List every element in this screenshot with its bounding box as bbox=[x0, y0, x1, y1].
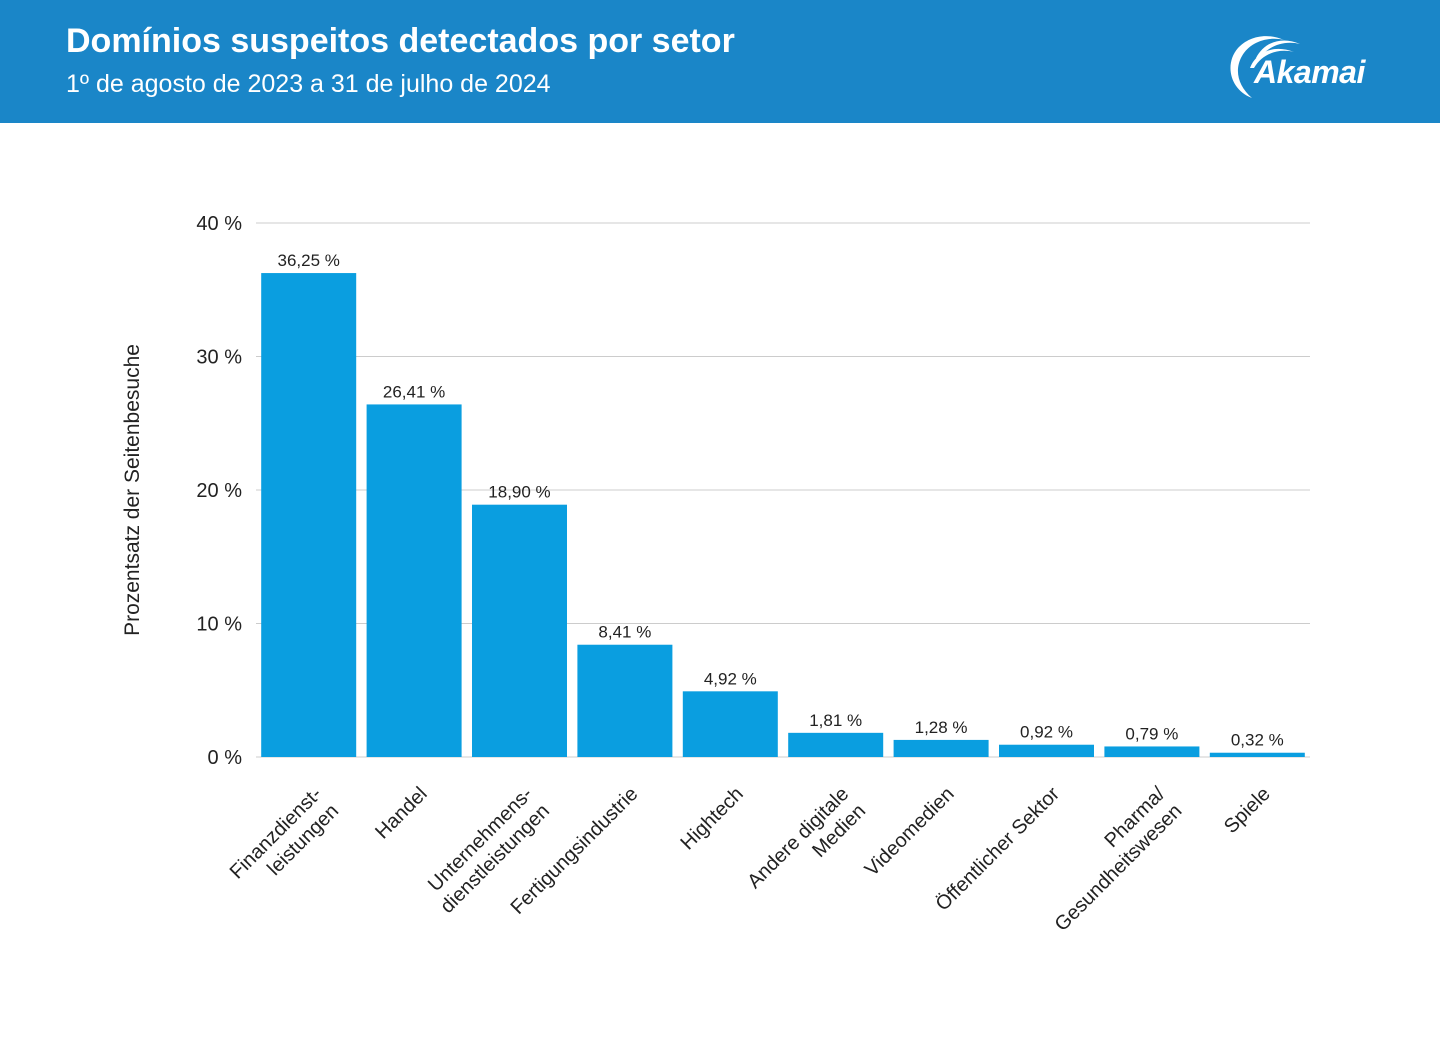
x-tick-label-line: Videomedien bbox=[861, 783, 959, 881]
bar-value-label: 0,79 % bbox=[1125, 724, 1178, 743]
y-axis-label: Prozentsatz der Seitenbesuche bbox=[121, 344, 144, 636]
x-tick-label-line: Handel bbox=[371, 783, 431, 843]
bar-value-label: 1,81 % bbox=[809, 711, 862, 730]
y-tick-label: 10 % bbox=[196, 614, 242, 636]
bar bbox=[577, 644, 673, 757]
y-tick-label: 40 % bbox=[196, 213, 242, 235]
bar bbox=[999, 744, 1094, 757]
bar bbox=[366, 404, 462, 757]
y-tick-label: 30 % bbox=[196, 347, 242, 369]
bar-value-label: 4,92 % bbox=[704, 669, 757, 688]
bar bbox=[261, 273, 357, 757]
chart-title: Domínios suspeitos detectados por setor bbox=[66, 22, 735, 60]
bar-value-label: 0,92 % bbox=[1020, 723, 1073, 742]
bar-value-label: 26,41 % bbox=[383, 382, 445, 401]
bar-value-label: 36,25 % bbox=[278, 251, 340, 270]
chart-subtitle: 1º de agosto de 2023 a 31 de julho de 20… bbox=[66, 70, 551, 98]
bar-value-label: 0,32 % bbox=[1231, 731, 1284, 750]
chart-header: Domínios suspeitos detectados por setor … bbox=[0, 0, 1440, 123]
bar-value-label: 1,28 % bbox=[915, 718, 968, 737]
akamai-swoosh-icon bbox=[1230, 36, 1300, 98]
bar-chart: 0 % 10 % 20 % 30 % 40 % Prozentsatz der Seite… bbox=[121, 213, 1310, 936]
bar bbox=[1104, 746, 1200, 757]
bar bbox=[1209, 752, 1305, 757]
logo-text: Akamai bbox=[1254, 54, 1365, 90]
x-tick-label: Videomedien bbox=[861, 783, 959, 881]
bar-value-label: 8,41 % bbox=[598, 623, 651, 642]
x-tick-label: Handel bbox=[371, 783, 431, 843]
x-tick-label: Hightech bbox=[676, 783, 747, 854]
x-tick-label: Spiele bbox=[1220, 783, 1275, 838]
bar bbox=[893, 739, 989, 757]
akamai-logo: Akamai bbox=[1222, 28, 1392, 100]
bar-value-label: 18,90 % bbox=[488, 483, 550, 502]
bar bbox=[682, 691, 778, 757]
bar bbox=[472, 504, 567, 757]
y-tick-label: 20 % bbox=[196, 480, 242, 502]
x-tick-label: Finanzdienst-leistungen bbox=[226, 783, 343, 883]
x-tick-label-line: Hightech bbox=[676, 783, 747, 854]
bar bbox=[788, 732, 884, 757]
x-tick-label-line: Spiele bbox=[1220, 783, 1275, 838]
y-tick-label: 0 % bbox=[208, 747, 243, 769]
